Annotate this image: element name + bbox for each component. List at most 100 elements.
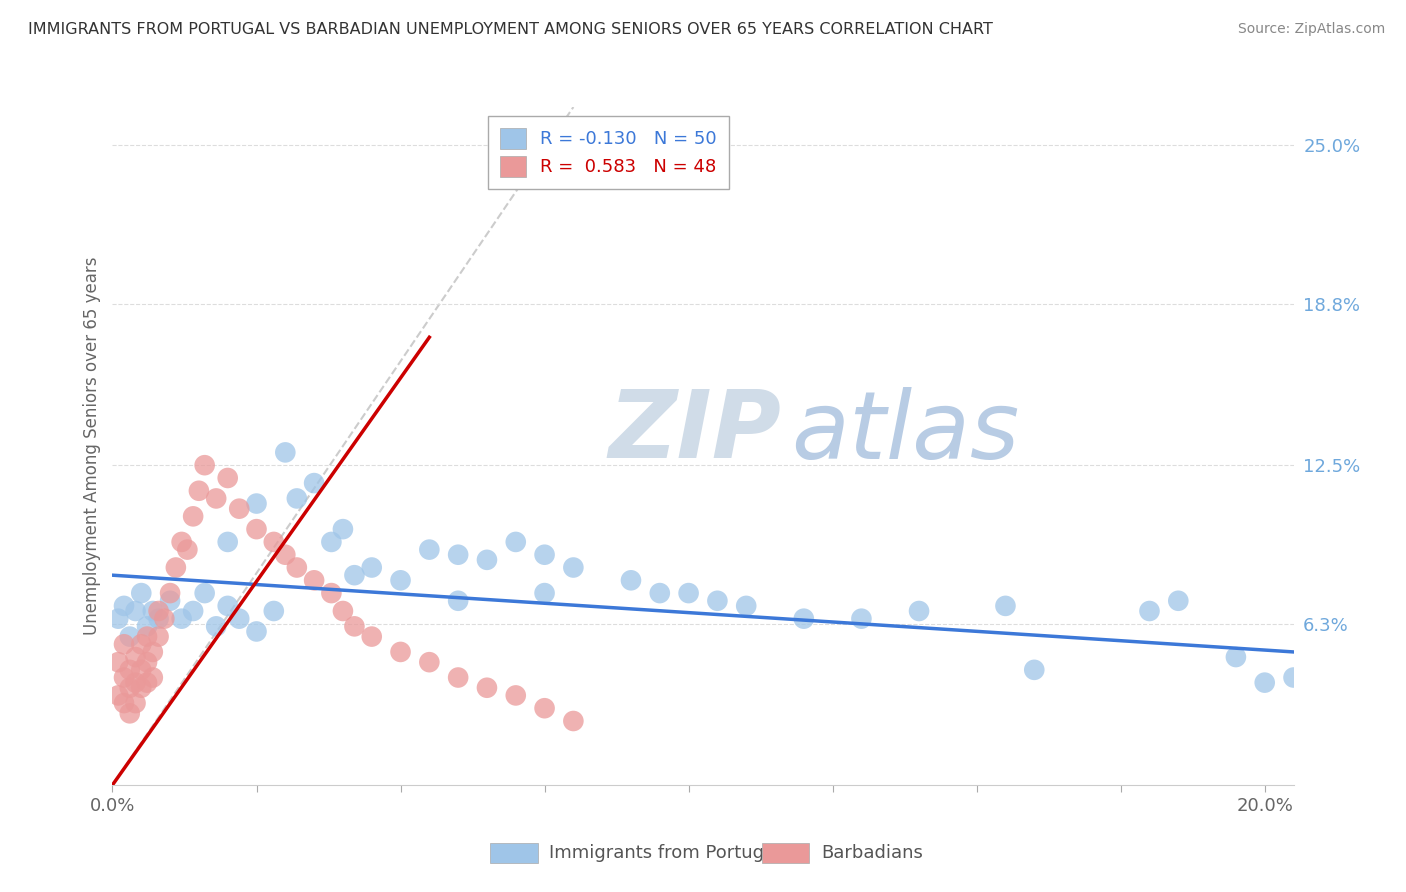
Point bbox=[321, 535, 343, 549]
Point bbox=[1282, 671, 1305, 685]
Point bbox=[181, 604, 204, 618]
Point bbox=[112, 671, 135, 685]
Point bbox=[648, 586, 671, 600]
Point bbox=[447, 594, 470, 608]
Legend: R = -0.130   N = 50, R =  0.583   N = 48: R = -0.130 N = 50, R = 0.583 N = 48 bbox=[488, 116, 728, 189]
Point bbox=[124, 604, 146, 618]
Point bbox=[142, 671, 165, 685]
FancyBboxPatch shape bbox=[491, 843, 537, 863]
Point bbox=[112, 599, 135, 613]
Point bbox=[1167, 594, 1189, 608]
Point bbox=[1254, 675, 1277, 690]
Point bbox=[107, 612, 129, 626]
Point bbox=[389, 574, 412, 588]
Point bbox=[360, 630, 382, 644]
Point bbox=[343, 568, 366, 582]
Point bbox=[533, 586, 555, 600]
Point bbox=[187, 483, 209, 498]
Point bbox=[112, 696, 135, 710]
Point bbox=[170, 535, 193, 549]
Point bbox=[129, 586, 152, 600]
Point bbox=[118, 630, 141, 644]
Point bbox=[165, 560, 187, 574]
Point bbox=[217, 599, 239, 613]
Point bbox=[332, 604, 354, 618]
Point bbox=[112, 637, 135, 651]
Point bbox=[118, 681, 141, 695]
Point bbox=[136, 655, 159, 669]
Point bbox=[124, 650, 146, 665]
Point bbox=[302, 476, 325, 491]
Point bbox=[205, 619, 228, 633]
Point bbox=[124, 696, 146, 710]
Point bbox=[245, 522, 267, 536]
Point bbox=[678, 586, 700, 600]
Point bbox=[136, 630, 159, 644]
Point bbox=[245, 624, 267, 639]
Point bbox=[159, 586, 181, 600]
Point bbox=[245, 497, 267, 511]
Point bbox=[389, 645, 412, 659]
Point bbox=[205, 491, 228, 506]
Point bbox=[124, 675, 146, 690]
Text: Source: ZipAtlas.com: Source: ZipAtlas.com bbox=[1237, 22, 1385, 37]
Point bbox=[136, 619, 159, 633]
Point bbox=[418, 542, 440, 557]
Point bbox=[159, 594, 181, 608]
Point bbox=[194, 586, 217, 600]
Point bbox=[505, 535, 527, 549]
Point bbox=[118, 706, 141, 721]
Point bbox=[228, 501, 250, 516]
Point bbox=[562, 714, 585, 728]
Point bbox=[194, 458, 217, 473]
Point bbox=[285, 560, 308, 574]
Point bbox=[217, 471, 239, 485]
Point bbox=[475, 553, 498, 567]
Point bbox=[1139, 604, 1161, 618]
Point bbox=[793, 612, 815, 626]
Point bbox=[1024, 663, 1046, 677]
Point bbox=[136, 675, 159, 690]
Point bbox=[735, 599, 758, 613]
Point bbox=[129, 637, 152, 651]
Point bbox=[994, 599, 1017, 613]
Point bbox=[908, 604, 931, 618]
Point bbox=[321, 586, 343, 600]
Point bbox=[533, 548, 555, 562]
Point bbox=[447, 548, 470, 562]
Point bbox=[263, 604, 285, 618]
Point bbox=[228, 612, 250, 626]
Point bbox=[285, 491, 308, 506]
Point bbox=[170, 612, 193, 626]
Point bbox=[505, 689, 527, 703]
Point bbox=[447, 671, 470, 685]
FancyBboxPatch shape bbox=[762, 843, 810, 863]
Point bbox=[148, 612, 170, 626]
Point bbox=[142, 645, 165, 659]
Point bbox=[343, 619, 366, 633]
Point bbox=[851, 612, 873, 626]
Point bbox=[706, 594, 728, 608]
Point bbox=[302, 574, 325, 588]
Text: Barbadians: Barbadians bbox=[821, 844, 922, 862]
Point bbox=[142, 604, 165, 618]
Point bbox=[533, 701, 555, 715]
Point bbox=[1225, 650, 1247, 665]
Y-axis label: Unemployment Among Seniors over 65 years: Unemployment Among Seniors over 65 years bbox=[83, 257, 101, 635]
Point bbox=[418, 655, 440, 669]
Point bbox=[181, 509, 204, 524]
Point bbox=[153, 612, 176, 626]
Point bbox=[129, 663, 152, 677]
Point bbox=[620, 574, 643, 588]
Text: atlas: atlas bbox=[792, 387, 1019, 478]
Text: ZIP: ZIP bbox=[609, 386, 782, 478]
Point bbox=[562, 560, 585, 574]
Point bbox=[107, 655, 129, 669]
Point bbox=[107, 689, 129, 703]
Point bbox=[176, 542, 198, 557]
Text: IMMIGRANTS FROM PORTUGAL VS BARBADIAN UNEMPLOYMENT AMONG SENIORS OVER 65 YEARS C: IMMIGRANTS FROM PORTUGAL VS BARBADIAN UN… bbox=[28, 22, 993, 37]
Point bbox=[475, 681, 498, 695]
Point bbox=[360, 560, 382, 574]
Point bbox=[332, 522, 354, 536]
Point bbox=[217, 535, 239, 549]
